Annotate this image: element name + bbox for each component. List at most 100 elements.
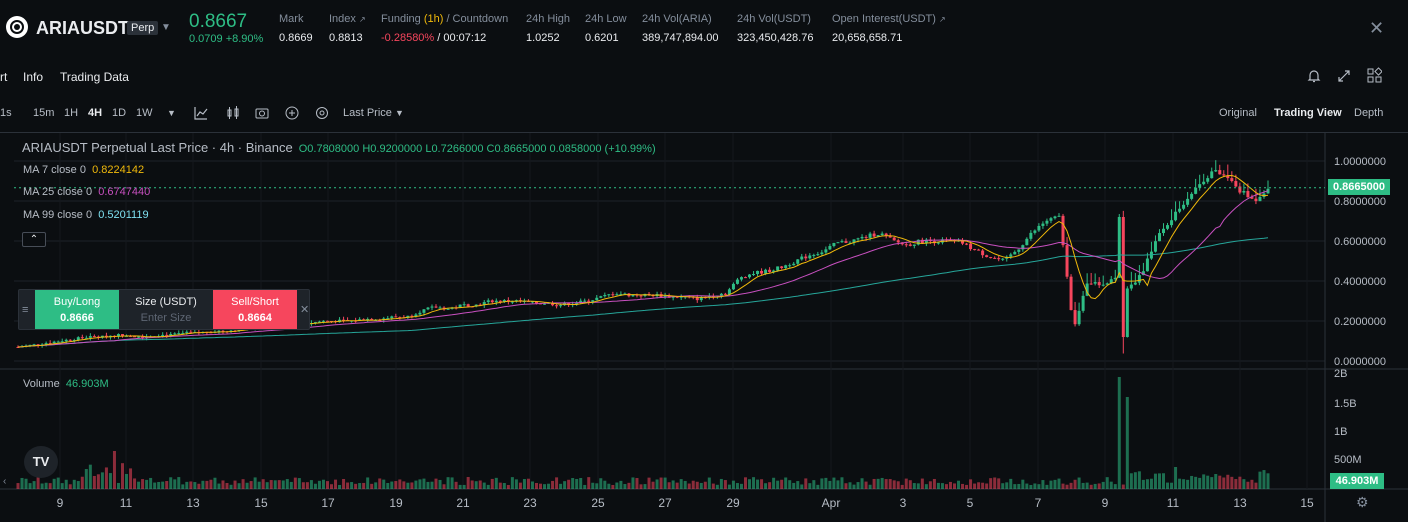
volume-bar: [281, 480, 285, 489]
candle-body: [490, 300, 494, 303]
volume-bar: [410, 482, 414, 489]
candle-body: [1250, 197, 1254, 199]
volume-bar: [24, 478, 28, 489]
candle-body: [1049, 218, 1053, 221]
volume-bar: [675, 482, 679, 489]
volume-bar: [591, 482, 595, 489]
volume-bar: [1061, 483, 1065, 489]
candle-body: [1218, 170, 1222, 175]
scroll-left-icon[interactable]: ‹: [3, 476, 7, 487]
volume-bar: [257, 481, 261, 489]
size-input[interactable]: Size (USDT) Enter Size: [135, 296, 197, 324]
volume-bar: [145, 479, 149, 489]
symbol-name[interactable]: ARIAUSDT: [36, 18, 129, 38]
candle-body: [1093, 282, 1097, 284]
interval-1w[interactable]: 1W: [136, 107, 153, 119]
view-depth[interactable]: Depth: [1354, 107, 1384, 119]
volume-bar: [892, 480, 896, 489]
volume-bar: [551, 480, 555, 489]
layout-grid-icon[interactable]: [1366, 67, 1382, 83]
close-icon[interactable]: ✕: [1369, 18, 1385, 38]
stat-index[interactable]: Index ↗ 0.8813: [329, 13, 366, 44]
volume-bar: [832, 477, 836, 489]
candle-body: [663, 295, 667, 297]
close-widget-icon[interactable]: ✕: [300, 304, 310, 316]
candle-body: [848, 242, 852, 244]
camera-icon[interactable]: [254, 105, 270, 121]
volume-bar: [703, 481, 707, 489]
tab-trading-data[interactable]: Trading Data: [60, 70, 129, 84]
fullscreen-icon[interactable]: [1336, 68, 1352, 84]
interval-15m[interactable]: 15m: [33, 107, 55, 119]
tab-info[interactable]: Info: [23, 70, 44, 84]
volume-bar: [1045, 484, 1049, 489]
chart-settings-icon[interactable]: ⚙: [1356, 494, 1369, 510]
interval-more-icon[interactable]: ▼: [167, 108, 176, 118]
volume-bar: [607, 483, 611, 489]
volume-bar: [462, 484, 466, 489]
volume-bar: [225, 482, 229, 489]
volume-bar: [904, 478, 908, 489]
indicator-icon[interactable]: [193, 105, 209, 121]
candle-body: [1053, 216, 1057, 219]
volume-bar: [1057, 478, 1061, 489]
volume-bar: [1069, 482, 1073, 489]
volume-legend: Volume 46.903M: [23, 378, 109, 390]
price-type-select[interactable]: Last Price ▼: [343, 107, 404, 119]
price-chart[interactable]: 1.0000000 0.8000000 0.6000000 0.4000000 0.20…: [0, 133, 1408, 522]
settings-icon[interactable]: [314, 105, 330, 121]
collapse-legend-button[interactable]: ⌃: [22, 232, 46, 247]
volume-bar: [1065, 484, 1069, 489]
candle-body: [1161, 228, 1165, 234]
candle-body: [792, 263, 796, 266]
volume-bar: [165, 481, 169, 489]
volume-bar: [32, 481, 36, 489]
volume-bar: [1166, 482, 1170, 489]
volume-bar: [1101, 481, 1105, 489]
candle-body: [185, 331, 189, 333]
add-icon[interactable]: [284, 105, 300, 121]
volume-bar: [836, 480, 840, 489]
volume-bar: [784, 477, 788, 489]
interval-1s[interactable]: 1s: [0, 107, 12, 119]
volume-bar: [555, 477, 559, 489]
volume-bar: [438, 479, 442, 489]
tab-chart[interactable]: rt: [0, 70, 8, 84]
drag-handle-icon[interactable]: ≡: [22, 304, 29, 316]
candle-body: [462, 304, 466, 306]
bell-icon[interactable]: [1306, 68, 1322, 84]
volume-bar: [820, 478, 824, 489]
interval-4h[interactable]: 4H: [88, 107, 103, 119]
candle-body: [342, 319, 346, 321]
interval-1h[interactable]: 1H: [64, 107, 79, 119]
volume-bar: [125, 473, 129, 489]
interval-1d[interactable]: 1D: [112, 107, 127, 119]
candle-body: [756, 270, 760, 275]
ticker-header: ARIAUSDT Perp ▼ 0.8667 0.0709 +8.90% Mar…: [0, 0, 1408, 58]
stat-open-interest[interactable]: Open Interest(USDT) ↗ 20,658,658.71: [832, 13, 946, 44]
volume-bar: [687, 483, 691, 489]
volume-bar: [470, 480, 474, 489]
candle-body: [977, 249, 981, 251]
time-tick-label: 23: [523, 496, 537, 510]
view-original[interactable]: Original: [1219, 107, 1257, 119]
candle-body: [1145, 258, 1149, 272]
volume-bar: [1258, 471, 1262, 489]
candle-body: [161, 334, 165, 337]
candle-body: [64, 339, 68, 342]
volume-bar: [1093, 483, 1097, 489]
volume-bar: [406, 482, 410, 489]
view-trading-view[interactable]: Trading View: [1274, 107, 1342, 119]
sell-short-button[interactable]: Sell/Short 0.8664: [213, 290, 297, 329]
candle-body: [1202, 181, 1206, 185]
buy-long-button[interactable]: Buy/Long 0.8666: [35, 290, 119, 329]
volume-bar: [840, 477, 844, 489]
volume-bar: [631, 477, 635, 489]
chart-area[interactable]: 1.0000000 0.8000000 0.6000000 0.4000000 0.20…: [0, 132, 1408, 522]
volume-bar: [112, 451, 116, 489]
volume-bar: [52, 478, 56, 489]
candle-type-icon[interactable]: [225, 105, 241, 121]
symbol-dropdown-icon[interactable]: ▼: [161, 22, 171, 33]
candle-body: [699, 297, 703, 301]
volume-bar: [422, 478, 426, 489]
